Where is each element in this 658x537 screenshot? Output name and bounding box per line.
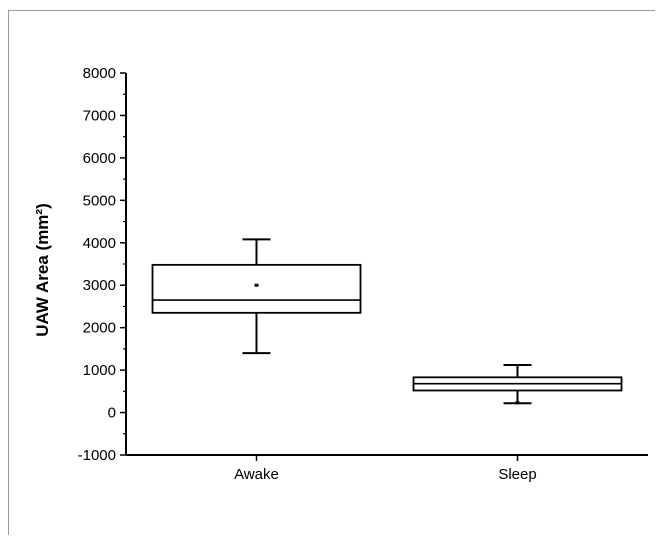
- y-axis-label: UAW Area (mm²): [33, 203, 52, 337]
- y-axis-ticks: -1000 0 1000 2000 3000 4000 5000 6000 7000 8000: [78, 65, 126, 464]
- y-tick-label: -1000: [78, 447, 116, 464]
- y-tick-label: 7000: [83, 107, 116, 124]
- x-tick-label: Sleep: [498, 466, 536, 483]
- iqr-box: [151, 263, 362, 314]
- y-tick-label: 4000: [83, 235, 116, 252]
- y-tick-label: 5000: [83, 192, 116, 209]
- mean-marker: [254, 283, 259, 287]
- box-awake: [151, 238, 362, 355]
- boxes: [151, 238, 623, 405]
- y-tick-label: 6000: [83, 150, 116, 167]
- y-tick-label: 8000: [83, 65, 116, 82]
- mean-marker: [515, 401, 520, 405]
- x-axis-labels: Awake Sleep: [234, 455, 537, 483]
- x-tick-label: Awake: [234, 466, 279, 483]
- y-tick-label: 0: [108, 405, 116, 422]
- y-tick-label: 3000: [83, 277, 116, 294]
- box-sleep: [412, 364, 623, 405]
- y-tick-label: 1000: [83, 362, 116, 379]
- y-tick-label: 2000: [83, 320, 116, 337]
